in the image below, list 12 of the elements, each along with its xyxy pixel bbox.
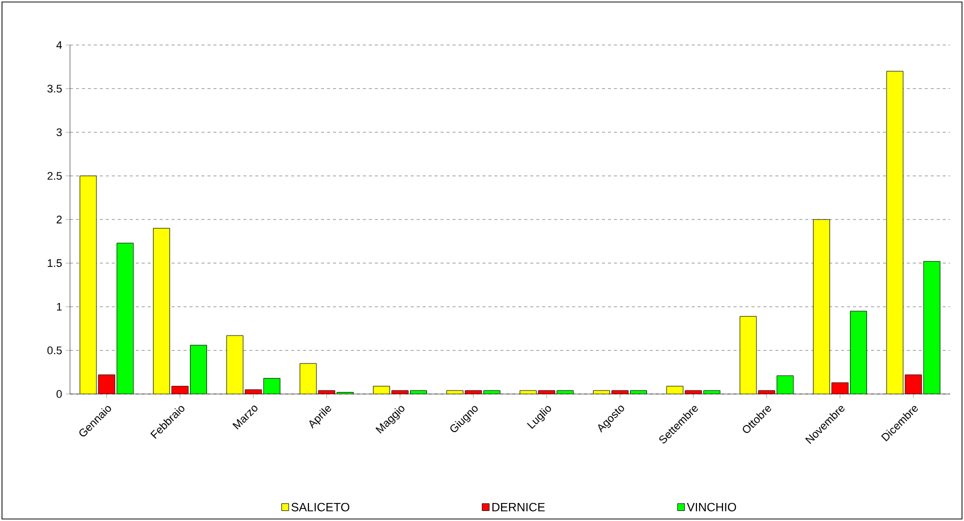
legend-label: DERNICE (492, 502, 545, 512)
y-tick-label: 1 (56, 302, 62, 311)
y-tick-label: 3.5 (47, 84, 62, 93)
y-tick-label: 2 (56, 216, 62, 224)
y-tick-label: 3 (56, 128, 62, 136)
y-tick-label: 0 (56, 390, 62, 398)
legend-label: VINCHIO (686, 502, 736, 512)
y-tick-label: 2.5 (48, 172, 62, 180)
y-tick-label: 1.5 (48, 259, 62, 267)
y-tick-label: 0.5 (47, 346, 62, 354)
y-tick-label: 4 (56, 41, 62, 49)
legend-label: SALICETO (292, 502, 350, 512)
